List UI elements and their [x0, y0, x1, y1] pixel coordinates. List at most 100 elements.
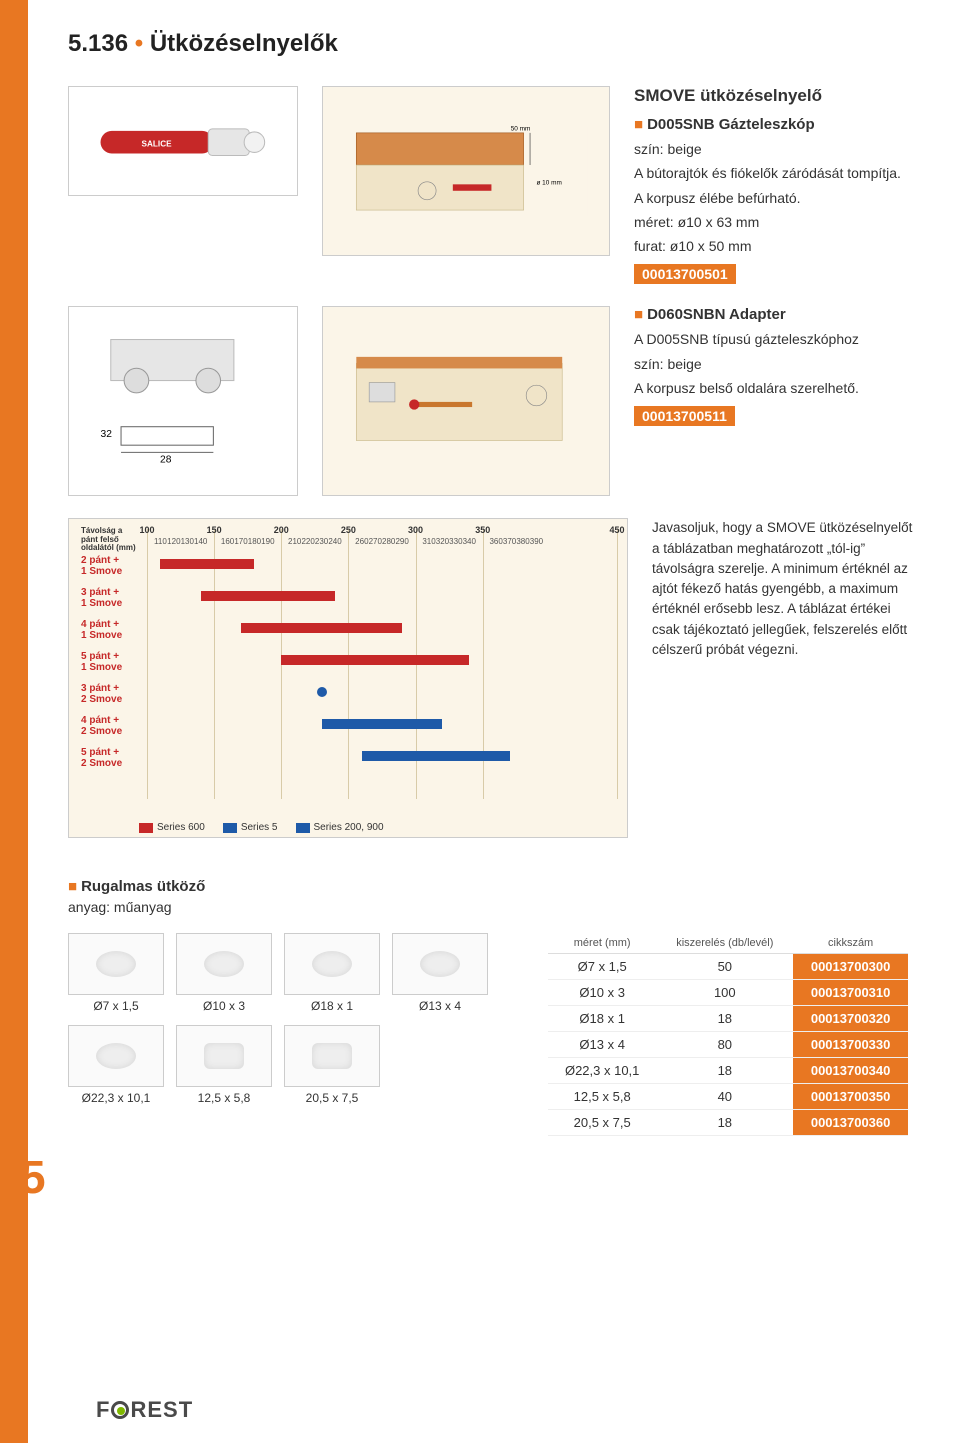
part-cell: 20,5 x 7,5 [284, 1025, 380, 1105]
chart-x-major-label: 300 [408, 525, 423, 535]
part-cell: 12,5 x 5,8 [176, 1025, 272, 1105]
chart-x-minor-label: 180 [248, 537, 261, 546]
cell-qty: 18 [656, 1110, 793, 1136]
table-row: 20,5 x 7,51800013700360 [548, 1110, 908, 1136]
svg-text:32: 32 [101, 429, 113, 440]
chart-row-label: 3 pánt +2 Smove [81, 683, 141, 705]
product-photo-d060: 32 28 [68, 306, 298, 496]
chart-x-minor-label: 280 [382, 537, 395, 546]
chart-x-minor-label: 320 [436, 537, 449, 546]
chart-x-minor-label: 390 [530, 537, 543, 546]
part-label: Ø7 x 1,5 [68, 999, 164, 1013]
cell-qty: 40 [656, 1084, 793, 1110]
section-number-large: 5 [20, 1150, 46, 1204]
part-label: 12,5 x 5,8 [176, 1091, 272, 1105]
chart-x-major-label: 250 [341, 525, 356, 535]
cell-qty: 50 [656, 954, 793, 980]
bullet-icon: ■ [634, 116, 643, 133]
cell-code: 00013700300 [793, 954, 908, 980]
chart-row-label: 4 pánt +2 Smove [81, 715, 141, 737]
cell-code: 00013700330 [793, 1032, 908, 1058]
chart-x-minor-label: 140 [194, 537, 207, 546]
bullet-icon: ■ [68, 878, 77, 895]
parts-grid: Ø7 x 1,5 Ø10 x 3 Ø18 x 1 Ø13 x 4 Ø22,3 x 10,… [68, 933, 488, 1105]
chart-x-minor-label: 380 [516, 537, 529, 546]
part-label: Ø13 x 4 [392, 999, 488, 1013]
chart-x-minor-label: 110 [154, 537, 167, 546]
cell-size: 12,5 x 5,8 [548, 1084, 656, 1110]
cell-code: 00013700360 [793, 1110, 908, 1136]
cell-size: Ø22,3 x 10,1 [548, 1058, 656, 1084]
title-dot: • [135, 30, 143, 57]
chart-data-bar [160, 559, 254, 569]
table-header: kiszerelés (db/levél) [656, 933, 793, 954]
desc-line: furat: ø10 x 50 mm [634, 236, 920, 256]
table-row: Ø22,3 x 10,11800013700340 [548, 1058, 908, 1084]
part-label: Ø10 x 3 [176, 999, 272, 1013]
chart-row-label: 2 pánt +1 Smove [81, 555, 141, 577]
desc-line: A korpusz belső oldalára szerelhető. [634, 378, 920, 398]
table-row: 12,5 x 5,84000013700350 [548, 1084, 908, 1110]
chart-x-minor-label: 310 [422, 537, 435, 546]
legend-item: Series 5 [223, 822, 278, 833]
part-cell: Ø10 x 3 [176, 933, 272, 1013]
chart-x-minor-label: 230 [315, 537, 328, 546]
cell-qty: 100 [656, 980, 793, 1006]
desc-line: szín: beige [634, 354, 920, 374]
cell-size: Ø10 x 3 [548, 980, 656, 1006]
part-image [392, 933, 488, 995]
part-image [284, 933, 380, 995]
cell-qty: 18 [656, 1006, 793, 1032]
rugalmas-material: anyag: műanyag [68, 899, 920, 915]
part-label: Ø22,3 x 10,1 [68, 1091, 164, 1105]
part-label: Ø18 x 1 [284, 999, 380, 1013]
cell-size: Ø13 x 4 [548, 1032, 656, 1058]
table-header: cikkszám [793, 933, 908, 954]
d060-code-name: ■D060SNBN Adapter [634, 306, 920, 323]
d005-article-code: 00013700501 [634, 264, 736, 284]
page-number: 5.136 [68, 30, 128, 57]
chart-x-minor-label: 290 [395, 537, 408, 546]
chart-x-major-label: 450 [609, 525, 624, 535]
chart-row-label: 5 pánt +1 Smove [81, 651, 141, 673]
chart-x-major-label: 150 [207, 525, 222, 535]
distance-chart: Távolság a pánt felső oldalától (mm) 100… [68, 518, 628, 838]
brand-logo: FREST [96, 1397, 193, 1423]
table-row: Ø18 x 11800013700320 [548, 1006, 908, 1032]
chart-x-minor-label: 190 [261, 537, 274, 546]
chart-x-minor-label: 330 [449, 537, 462, 546]
chart-x-minor-label: 220 [301, 537, 314, 546]
table-row: Ø13 x 48000013700330 [548, 1032, 908, 1058]
part-cell: Ø7 x 1,5 [68, 933, 164, 1013]
cell-qty: 18 [656, 1058, 793, 1084]
chart-x-minor-label: 370 [503, 537, 516, 546]
chart-data-bar [281, 655, 469, 665]
cell-size: 20,5 x 7,5 [548, 1110, 656, 1136]
chart-data-bar [241, 623, 402, 633]
chart-row-label: 5 pánt +2 Smove [81, 747, 141, 769]
chart-x-minor-label: 260 [355, 537, 368, 546]
table-header: méret (mm) [548, 933, 656, 954]
chart-x-major-label: 350 [475, 525, 490, 535]
chart-x-minor-label: 210 [288, 537, 301, 546]
page-title: 5.136 • Ütközéselnyelők [68, 30, 920, 58]
desc-line: méret: ø10 x 63 mm [634, 212, 920, 232]
svg-text:ø 10 mm: ø 10 mm [537, 179, 562, 186]
part-image [176, 1025, 272, 1087]
cell-code: 00013700350 [793, 1084, 908, 1110]
chart-description: Javasoljuk, hogy a SMOVE ütközéselnyelőt… [652, 518, 920, 838]
part-image [176, 933, 272, 995]
product-photo-d005: SALICE [68, 86, 298, 196]
part-cell: Ø22,3 x 10,1 [68, 1025, 164, 1105]
cell-code: 00013700340 [793, 1058, 908, 1084]
table-row: Ø7 x 1,55000013700300 [548, 954, 908, 980]
rugalmas-title: ■Rugalmas ütköző [68, 878, 920, 895]
bullet-icon: ■ [634, 306, 643, 323]
chart-data-bar [201, 591, 335, 601]
cell-code: 00013700310 [793, 980, 908, 1006]
chart-legend: Series 600Series 5Series 200, 900 [139, 822, 384, 833]
chart-x-major-label: 100 [139, 525, 154, 535]
part-image [68, 933, 164, 995]
chart-axis-title: Távolság a pánt felső oldalától (mm) [81, 527, 141, 552]
chart-x-minor-label: 240 [328, 537, 341, 546]
